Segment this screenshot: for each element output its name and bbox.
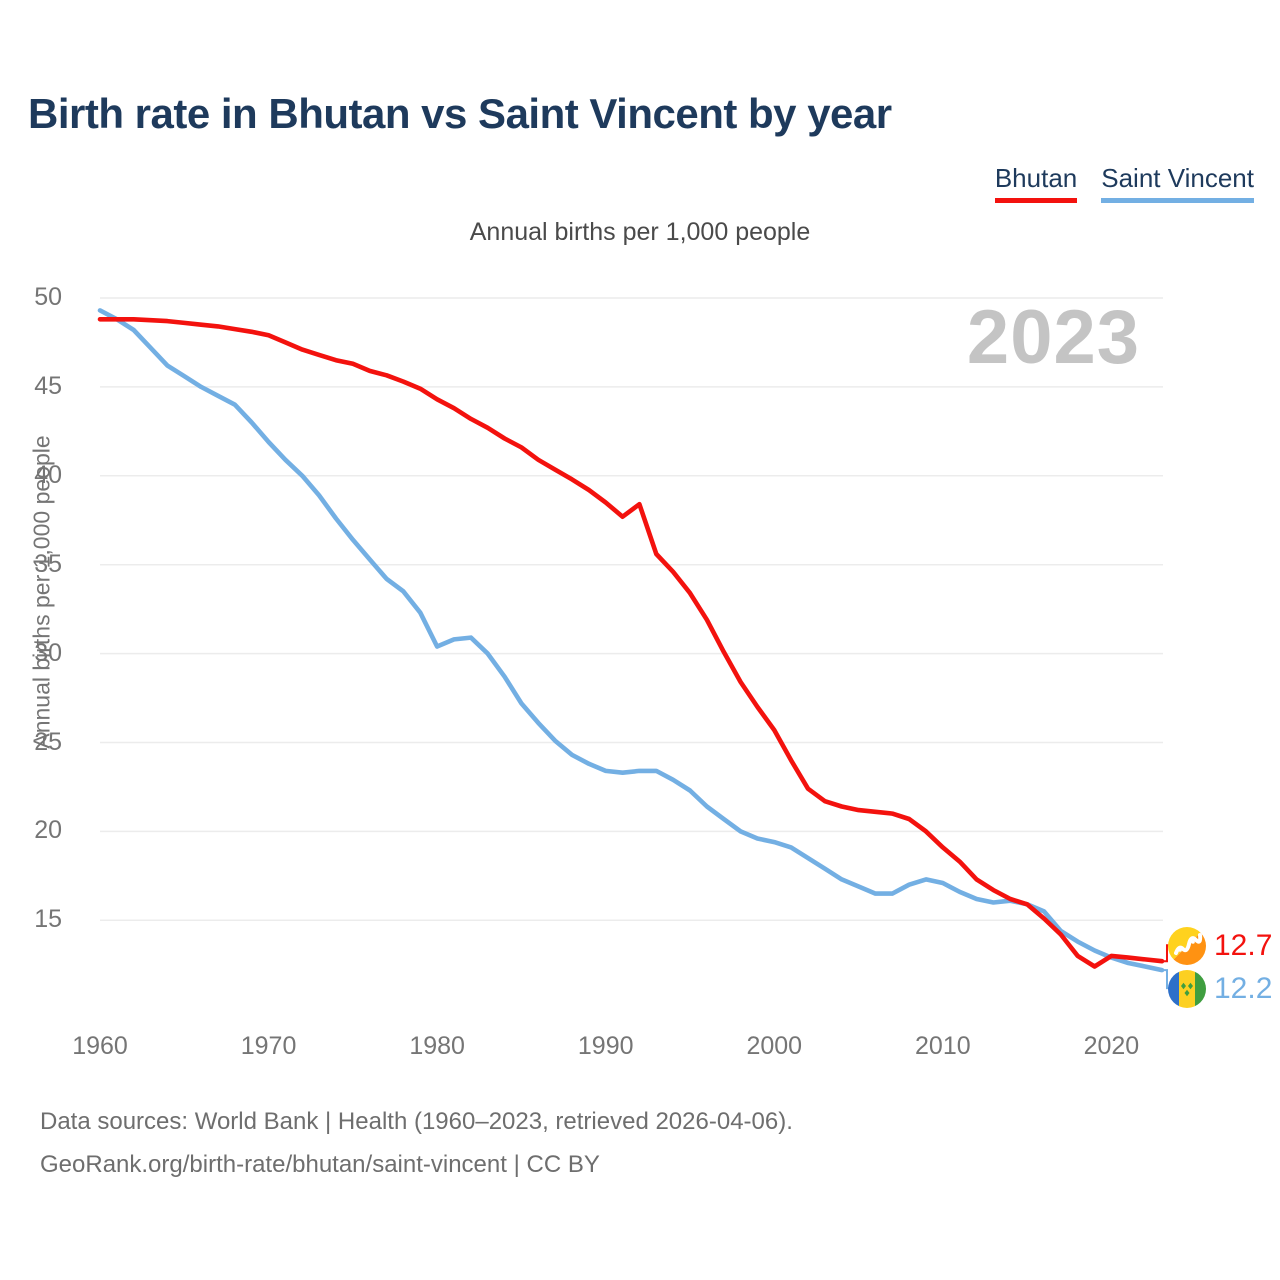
legend-label: Bhutan [994, 163, 1078, 193]
y-tick-label: 50 [34, 283, 62, 311]
x-tick-label: 1980 [409, 1032, 465, 1060]
legend-item-bhutan[interactable]: Bhutan [994, 163, 1078, 203]
y-tick-label: 45 [34, 371, 62, 400]
year-watermark: 2023 [966, 295, 1140, 380]
x-tick-label: 2010 [915, 1032, 971, 1060]
legend: Bhutan Saint Vincent [994, 163, 1254, 203]
end-value-bhutan: 12.7 [1214, 929, 1273, 962]
y-tick-label: 40 [34, 460, 62, 489]
x-tick-label: 1990 [577, 1032, 634, 1060]
legend-underline-saint-vincent [1101, 198, 1254, 203]
x-tick-label: 2000 [746, 1032, 803, 1060]
y-tick-label: 25 [34, 727, 62, 756]
legend-label: Saint Vincent [1101, 163, 1254, 193]
saint-vincent-flag-icon [1168, 970, 1206, 1008]
end-label-saint-vincent: 12.2 [1168, 969, 1272, 1009]
legend-item-saint-vincent[interactable]: Saint Vincent [1101, 163, 1254, 203]
footer: Data sources: World Bank | Health (1960–… [40, 1100, 793, 1186]
y-tick-label: 20 [34, 816, 62, 845]
page-title: Birth rate in Bhutan vs Saint Vincent by… [28, 90, 892, 137]
x-tick-label: 2020 [1083, 1032, 1140, 1060]
end-value-saint-vincent: 12.2 [1214, 972, 1273, 1005]
chart-subtitle: Annual births per 1,000 people [469, 218, 811, 246]
footer-attribution: GeoRank.org/birth-rate/bhutan/saint-vinc… [40, 1151, 600, 1179]
x-tick-label: 1960 [72, 1032, 128, 1060]
bhutan-flag-icon [1168, 927, 1206, 965]
y-tick-label: 30 [34, 638, 62, 667]
end-label-bhutan: 12.7 [1168, 926, 1272, 966]
y-tick-label: 15 [34, 905, 62, 934]
y-tick-label: 35 [34, 549, 62, 578]
x-tick-label: 1970 [240, 1032, 297, 1060]
footer-sources: Data sources: World Bank | Health (1960–… [40, 1108, 793, 1135]
legend-underline-bhutan [994, 198, 1078, 203]
